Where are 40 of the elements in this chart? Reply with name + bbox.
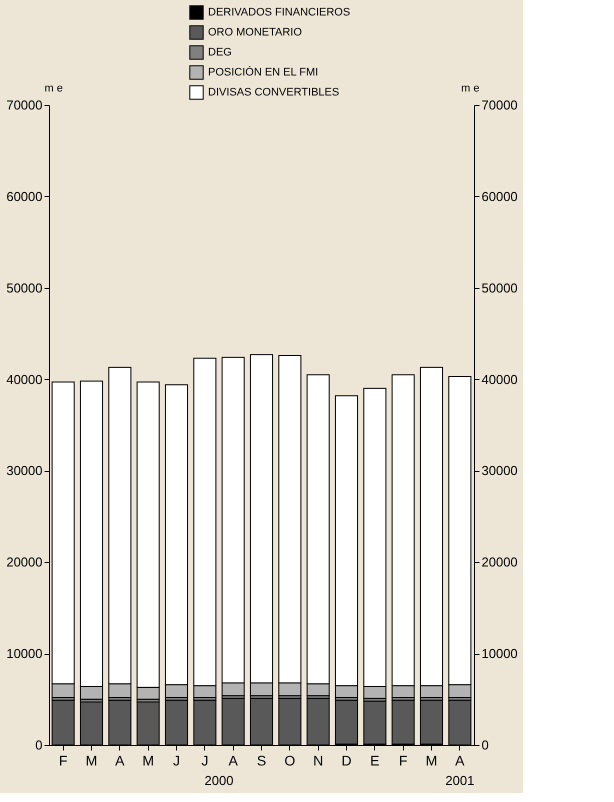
x-tick-label: M: [86, 752, 98, 768]
y-tick-label: 30000: [6, 463, 42, 478]
y2-tick-label: 60000: [482, 188, 518, 204]
y2-tick-label: 50000: [482, 280, 518, 296]
legend-label: POSICIÓN EN EL FMI: [208, 66, 318, 78]
y-tick-label: 70000: [6, 98, 42, 112]
x-tick-label: F: [58, 752, 68, 768]
x-tick-label: M: [142, 752, 154, 768]
x-tick-label: F: [398, 752, 408, 768]
x-tick-label: N: [313, 752, 324, 768]
x-tick-label: E: [370, 752, 380, 768]
y-tick-label: 40000: [6, 372, 42, 387]
text: 2001: [445, 773, 474, 788]
y-tick-label: 0: [35, 738, 42, 752]
x-tick-label: D: [341, 752, 352, 768]
y2-tick-label: 30000: [482, 463, 518, 478]
legend-label: ORO MONETARIO: [208, 26, 302, 38]
legend-label: DIVISAS CONVERTIBLES: [208, 86, 340, 98]
x-tick-label: M: [426, 752, 438, 768]
x-tick-label: J: [201, 752, 208, 768]
y2-tick-label: 40000: [482, 372, 518, 387]
x-tick-label: S: [256, 752, 266, 768]
y2-tick-label: 10000: [482, 646, 518, 662]
y-tick-label: 50000: [6, 280, 42, 296]
y-tick-label: 10000: [6, 646, 42, 662]
x-tick-label: A: [228, 752, 238, 768]
x-tick-label: A: [115, 752, 126, 768]
legend-label: DEG: [208, 46, 232, 58]
x-tick-label: A: [455, 752, 466, 768]
legend-label: DERIVADOS FINANCIEROS: [208, 6, 350, 18]
x-tick-label: J: [173, 752, 180, 768]
y-tick-label: 60000: [6, 188, 42, 204]
y-axis-title: m e: [44, 82, 63, 94]
text: 2000: [204, 773, 234, 788]
y-tick-label: 20000: [6, 554, 42, 570]
y2-axis-title: m e: [461, 82, 480, 94]
x-tick-label: O: [284, 752, 296, 768]
y2-tick-label: 20000: [482, 554, 518, 570]
y2-tick-label: 0: [482, 738, 489, 752]
y2-tick-label: 70000: [482, 98, 518, 112]
